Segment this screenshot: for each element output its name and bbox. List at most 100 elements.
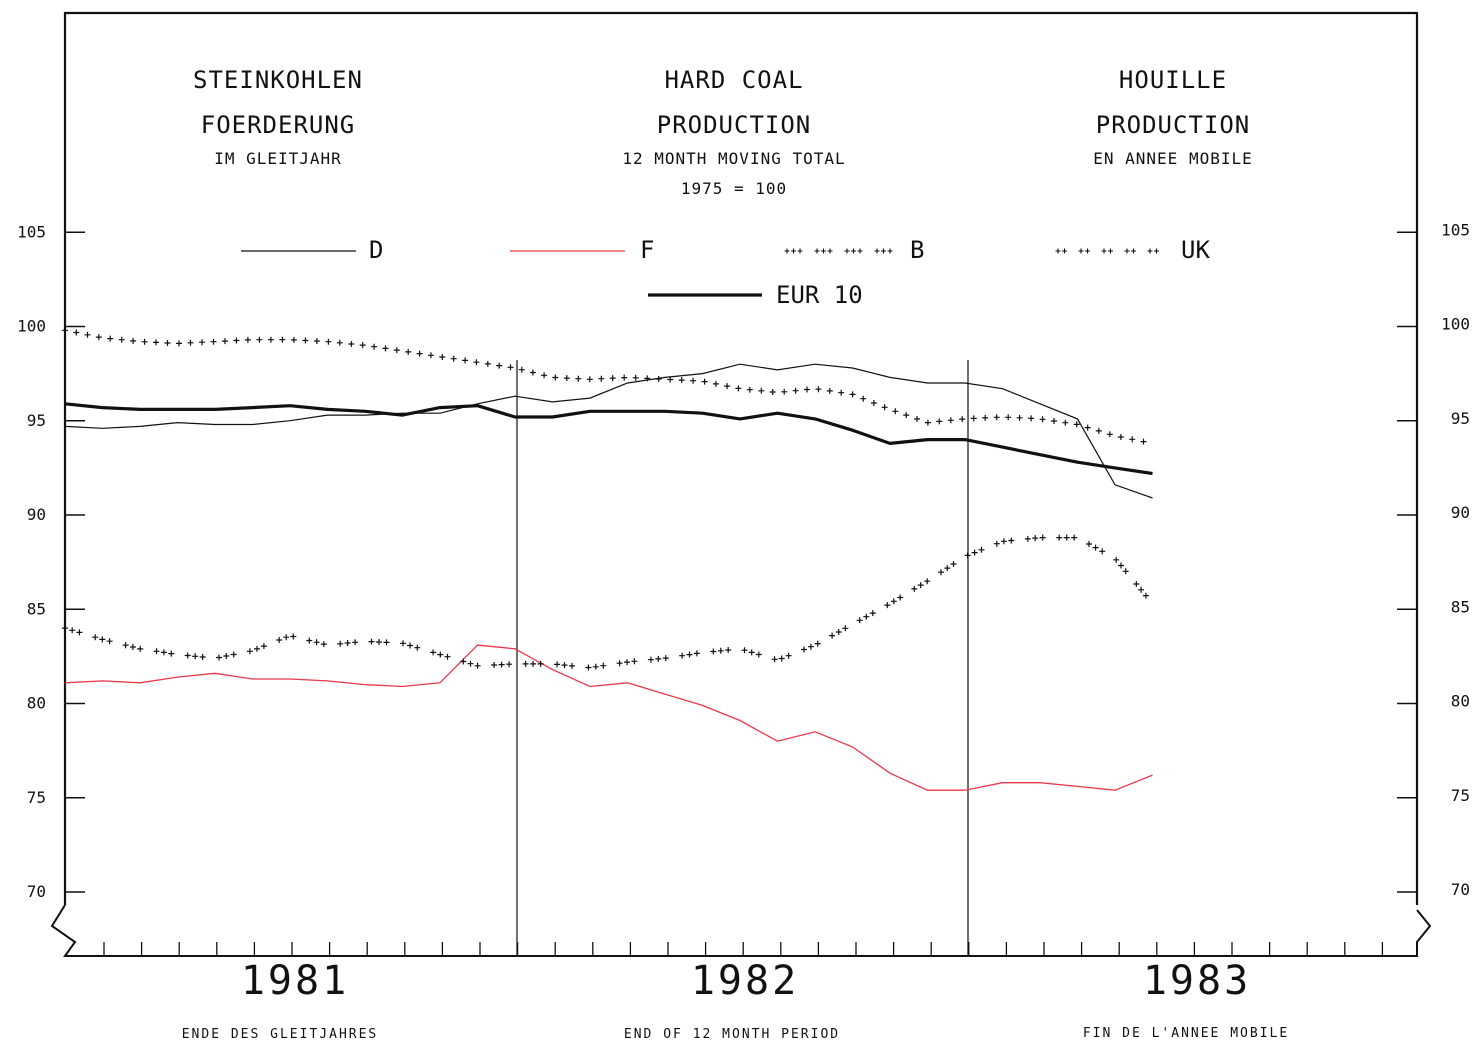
marker-b xyxy=(368,638,375,645)
marker-uk xyxy=(667,376,674,383)
marker-b xyxy=(785,652,792,659)
y-tick-label-left: 90 xyxy=(27,505,46,524)
marker-uk xyxy=(222,338,228,345)
legend-swatch-b xyxy=(814,248,820,254)
marker-b xyxy=(306,637,313,644)
marker-uk xyxy=(838,389,845,396)
legend-swatch-uk xyxy=(1078,248,1084,254)
frame-bottom xyxy=(50,904,1432,957)
marker-uk xyxy=(701,378,708,385)
series-layer xyxy=(62,327,1153,791)
marker-uk xyxy=(541,372,548,379)
marker-uk xyxy=(860,395,867,402)
marker-uk xyxy=(484,360,491,367)
marker-uk xyxy=(290,336,297,343)
y-tick-label-right: 75 xyxy=(1451,786,1470,805)
marker-b xyxy=(755,651,762,658)
marker-uk xyxy=(1106,431,1113,438)
marker-b xyxy=(631,658,638,665)
marker-b xyxy=(842,625,849,632)
y-tick-label-right: 100 xyxy=(1441,315,1470,334)
marker-b xyxy=(710,648,717,655)
marker-uk xyxy=(62,327,68,334)
marker-b xyxy=(616,660,623,667)
legend-swatch-b xyxy=(874,248,880,254)
marker-uk xyxy=(621,374,628,381)
marker-uk xyxy=(267,336,274,343)
y-tick-label-right: 85 xyxy=(1451,597,1470,616)
index-base: 1975 = 100 xyxy=(680,179,788,198)
marker-b xyxy=(1133,581,1140,587)
marker-uk xyxy=(575,375,582,382)
marker-uk xyxy=(870,400,877,406)
legend-label-d: D xyxy=(369,236,384,264)
marker-uk xyxy=(336,339,343,346)
marker-uk xyxy=(644,375,651,382)
marker-uk xyxy=(244,336,251,343)
marker-uk xyxy=(903,412,910,419)
footer-de: ENDE DES GLEITJAHRES xyxy=(181,1027,379,1042)
marker-b xyxy=(344,640,351,646)
marker-b xyxy=(554,661,561,668)
marker-b xyxy=(216,654,222,661)
marker-b xyxy=(835,629,842,635)
y-tick-label-left: 70 xyxy=(27,882,46,901)
series-f xyxy=(64,644,1153,791)
marker-b xyxy=(662,655,669,662)
marker-uk xyxy=(130,337,137,344)
marker-uk xyxy=(1028,415,1035,422)
marker-b xyxy=(137,645,144,652)
marker-b xyxy=(971,549,978,556)
marker-b xyxy=(467,660,474,667)
legend-swatch-b xyxy=(844,248,850,254)
marker-b xyxy=(600,662,607,669)
marker-b xyxy=(460,658,467,665)
marker-b xyxy=(993,540,1000,547)
legend-label-f: F xyxy=(640,236,655,264)
marker-b xyxy=(352,639,359,646)
marker-b xyxy=(246,648,253,655)
marker-b xyxy=(964,552,971,559)
y-tick-label-left: 75 xyxy=(27,788,46,807)
marker-uk xyxy=(724,383,731,390)
title-de-line1: STEINKOHLEN xyxy=(193,66,363,94)
legend-swatch-uk xyxy=(1131,248,1136,254)
marker-uk xyxy=(507,364,514,371)
marker-b xyxy=(223,653,230,659)
marker-uk xyxy=(947,417,954,424)
y-tick-label-right: 105 xyxy=(1441,220,1470,239)
marker-uk xyxy=(552,374,559,381)
marker-b xyxy=(1118,562,1124,569)
marker-uk xyxy=(1073,421,1080,428)
y-tick-label-right: 90 xyxy=(1451,503,1470,522)
marker-b xyxy=(1063,534,1070,541)
legend-swatch-b xyxy=(851,248,856,254)
subtitle-en: 12 MONTH MOVING TOTAL xyxy=(622,149,846,168)
marker-b xyxy=(807,643,814,650)
line-d xyxy=(64,363,1153,499)
marker-b xyxy=(129,644,136,650)
marker-uk xyxy=(655,376,662,382)
marker-uk xyxy=(970,415,977,422)
marker-uk xyxy=(176,340,182,347)
marker-b xyxy=(498,661,505,668)
axes: 70 70 75 75 80 80 85 85 90 90 95 95 100 100 105 105 xyxy=(17,220,1470,956)
footer-fr: FIN DE L'ANNEE MOBILE xyxy=(1082,1026,1290,1041)
marker-uk xyxy=(529,369,536,376)
marker-b xyxy=(938,569,944,576)
marker-uk xyxy=(427,352,434,359)
y-tick-label-right: 80 xyxy=(1451,692,1470,711)
footer-en: END OF 12 MONTH PERIOD xyxy=(623,1027,841,1042)
marker-uk xyxy=(405,348,412,355)
marker-b xyxy=(911,585,918,592)
marker-uk xyxy=(107,335,114,342)
marker-uk xyxy=(735,385,742,392)
marker-uk xyxy=(1129,436,1136,443)
marker-b xyxy=(537,660,544,667)
marker-b xyxy=(863,613,870,620)
marker-b xyxy=(522,660,529,667)
marker-b xyxy=(153,648,160,655)
marker-b xyxy=(693,650,700,657)
marker-uk xyxy=(118,336,125,343)
marker-b xyxy=(184,652,191,659)
